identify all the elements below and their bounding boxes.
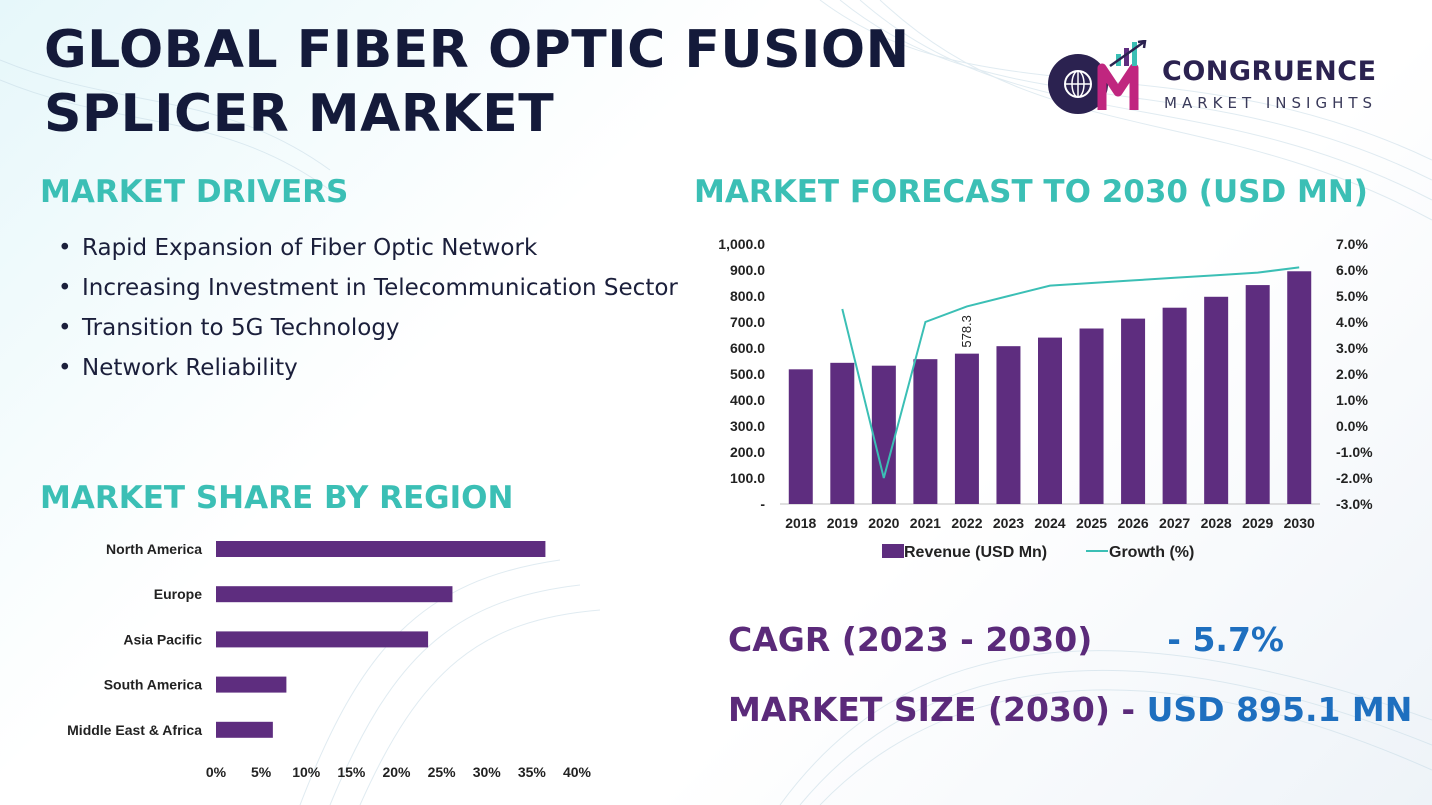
- forecast-right-tick-label: -3.0%: [1336, 496, 1373, 512]
- forecast-x-tick-label: 2020: [868, 515, 899, 531]
- logo-tagline: MARKET INSIGHTS: [1164, 94, 1378, 112]
- region-x-tick-label: 40%: [563, 764, 592, 780]
- region-x-tick-label: 15%: [337, 764, 366, 780]
- region-x-tick-label: 5%: [251, 764, 272, 780]
- forecast-left-tick-label: 200.0: [730, 444, 765, 460]
- drivers-list: Rapid Expansion of Fiber Optic Network I…: [58, 228, 680, 388]
- forecast-right-tick-label: 0.0%: [1336, 418, 1368, 434]
- region-label: North America: [106, 541, 202, 557]
- forecast-right-tick-label: 5.0%: [1336, 288, 1368, 304]
- region-x-tick-label: 0%: [206, 764, 227, 780]
- region-share-bar: [216, 541, 546, 557]
- revenue-bar: [830, 362, 855, 504]
- forecast-right-tick-label: 1.0%: [1336, 392, 1368, 408]
- forecast-right-tick-label: -2.0%: [1336, 470, 1373, 486]
- forecast-heading: MARKET FORECAST TO 2030 (USD MN): [694, 174, 1368, 210]
- forecast-left-tick-label: 1,000.0: [718, 236, 765, 252]
- forecast-x-tick-label: 2025: [1076, 515, 1107, 531]
- forecast-left-tick-label: 600.0: [730, 340, 765, 356]
- forecast-right-tick-label: 2.0%: [1336, 366, 1368, 382]
- driver-item: Rapid Expansion of Fiber Optic Network: [58, 228, 680, 268]
- forecast-left-tick-label: -: [760, 496, 765, 512]
- revenue-bar: [788, 369, 813, 504]
- forecast-x-tick-label: 2023: [993, 515, 1024, 531]
- forecast-x-tick-label: 2022: [951, 515, 982, 531]
- revenue-bar: [954, 353, 979, 504]
- region-x-tick-label: 25%: [428, 764, 457, 780]
- revenue-bar: [1079, 328, 1104, 504]
- forecast-x-tick-label: 2028: [1201, 515, 1232, 531]
- forecast-left-tick-label: 100.0: [730, 470, 765, 486]
- legend-revenue-label: Revenue (USD Mn): [904, 544, 1047, 561]
- region-x-tick-label: 10%: [292, 764, 321, 780]
- region-label: Europe: [154, 586, 202, 602]
- revenue-bar: [871, 365, 896, 504]
- logo-company-name: CONGRUENCE: [1162, 56, 1377, 87]
- region-share-bar: [216, 676, 287, 693]
- driver-item: Increasing Investment in Telecommunicati…: [58, 268, 680, 308]
- forecast-left-tick-label: 800.0: [730, 288, 765, 304]
- region-share-bar: [216, 721, 273, 738]
- market-size-label: MARKET SIZE (2030) -: [728, 690, 1136, 729]
- region-share-bar: [216, 631, 429, 648]
- forecast-left-tick-label: 900.0: [730, 262, 765, 278]
- forecast-right-tick-label: -1.0%: [1336, 444, 1373, 460]
- page-title: GLOBAL FIBER OPTIC FUSION SPLICER MARKET: [44, 20, 910, 144]
- forecast-x-tick-label: 2019: [827, 515, 858, 531]
- forecast-left-tick-label: 400.0: [730, 392, 765, 408]
- region-x-tick-label: 20%: [382, 764, 411, 780]
- forecast-x-tick-label: 2021: [910, 515, 941, 531]
- logo-mark-icon: [1048, 39, 1147, 114]
- revenue-data-label: 578.3: [959, 315, 974, 348]
- revenue-bar: [1204, 296, 1229, 504]
- forecast-x-tick-label: 2026: [1117, 515, 1148, 531]
- legend-revenue-swatch: [882, 544, 904, 558]
- cagr-kpi: CAGR (2023 - 2030) - 5.7%: [728, 620, 1284, 659]
- forecast-x-tick-label: 2018: [785, 515, 816, 531]
- legend-growth-label: Growth (%): [1109, 544, 1194, 561]
- revenue-bar: [1245, 285, 1270, 504]
- driver-item: Network Reliability: [58, 348, 680, 388]
- forecast-right-tick-label: 6.0%: [1336, 262, 1368, 278]
- revenue-bar: [1038, 337, 1062, 504]
- cagr-value: - 5.7%: [1167, 620, 1284, 659]
- region-x-tick-label: 35%: [518, 764, 547, 780]
- driver-item: Transition to 5G Technology: [58, 308, 680, 348]
- region-share-bar: [216, 586, 453, 603]
- forecast-right-tick-label: 7.0%: [1336, 236, 1368, 252]
- forecast-right-tick-label: 4.0%: [1336, 314, 1368, 330]
- region-heading: MARKET SHARE BY REGION: [40, 480, 514, 516]
- revenue-bar: [1287, 271, 1312, 504]
- growth-line: [841, 266, 1300, 479]
- forecast-left-tick-label: 700.0: [730, 314, 765, 330]
- market-size-value: USD 895.1 MN: [1146, 690, 1413, 729]
- forecast-left-tick-label: 300.0: [730, 418, 765, 434]
- cagr-label: CAGR (2023 - 2030): [728, 620, 1093, 659]
- company-logo: CONGRUENCE MARKET INSIGHTS: [1044, 39, 1404, 120]
- forecast-x-tick-label: 2029: [1242, 515, 1273, 531]
- forecast-right-tick-label: 3.0%: [1336, 340, 1368, 356]
- forecast-x-tick-label: 2030: [1284, 515, 1315, 531]
- drivers-heading: MARKET DRIVERS: [40, 174, 349, 210]
- revenue-bar: [913, 359, 938, 504]
- region-label: South America: [104, 677, 202, 693]
- revenue-bar: [1121, 318, 1146, 504]
- forecast-x-tick-label: 2027: [1159, 515, 1190, 531]
- forecast-x-tick-label: 2024: [1034, 515, 1065, 531]
- region-x-tick-label: 30%: [473, 764, 502, 780]
- revenue-bar: [1162, 307, 1187, 504]
- forecast-left-tick-label: 500.0: [730, 366, 765, 382]
- region-label: Middle East & Africa: [67, 722, 202, 738]
- market-size-kpi: MARKET SIZE (2030) - USD 895.1 MN: [728, 690, 1412, 729]
- revenue-bar: [996, 346, 1021, 504]
- region-label: Asia Pacific: [123, 631, 202, 647]
